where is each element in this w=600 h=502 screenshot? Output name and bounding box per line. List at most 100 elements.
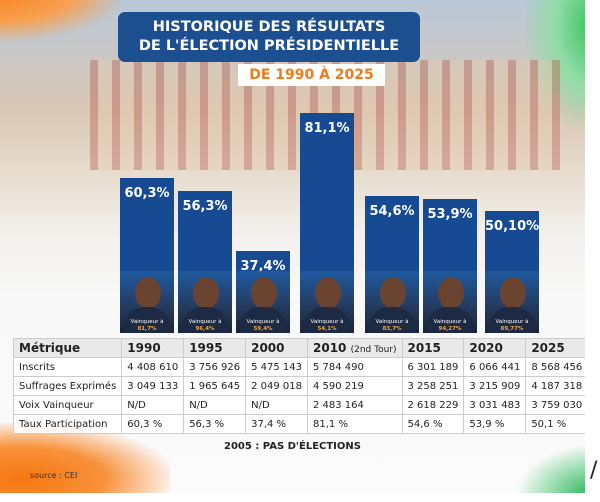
stray-character: / <box>590 458 598 483</box>
bar-value-label: 81,1% <box>304 120 350 136</box>
table-cell: 4 187 318 <box>525 376 585 396</box>
header-year: 2010 <box>313 341 347 355</box>
table-cell: 4 408 610 <box>121 357 185 377</box>
bar-1995: 56,3% Vainqueur à 96,4% <box>178 191 232 333</box>
table-cell: N/D <box>245 395 308 415</box>
candidate-photo: Vainqueur à 54,1% <box>300 271 354 333</box>
table-cell: 3 215 909 <box>463 376 527 396</box>
candidate-head <box>500 277 526 309</box>
bar-value-label: 56,3% <box>182 199 228 215</box>
title-box: HISTORIQUE DES RÉSULTATS DE L'ÉLECTION P… <box>118 12 420 62</box>
title-line-1: HISTORIQUE DES RÉSULTATS <box>152 19 386 35</box>
bar-2015: 54,6% Vainqueur à 83,7% <box>365 196 419 333</box>
table-cell: 8 568 456 <box>525 357 585 377</box>
table-cell: 81,1 % <box>307 414 403 434</box>
header-cell: Métrique <box>12 338 123 358</box>
bar-2000: 37,4% Vainqueur à 59,4% <box>236 250 290 333</box>
table-cell: 5 784 490 <box>307 357 403 377</box>
winner-label: Vainqueur à <box>433 319 467 325</box>
bar-value-label: 53,9% <box>427 206 473 222</box>
table-row: Taux Participation 60,3 % 56,3 % 37,4 % 81,1… <box>12 414 585 434</box>
winner-pct: 89,77% <box>500 326 524 332</box>
table-row: Inscrits 4 408 610 3 756 926 5 475 143 5 784… <box>12 357 585 377</box>
winner-pct: 94,27% <box>438 326 462 332</box>
candidate-head <box>251 277 277 309</box>
candidate-head <box>315 277 341 309</box>
table-cell: 3 049 133 <box>121 376 185 396</box>
header-cell: 1995 <box>183 338 247 358</box>
candidate-photo: Vainqueur à 94,27% <box>423 271 477 333</box>
table-cell: 3 031 483 <box>463 395 527 415</box>
table-cell: 50,1 % <box>525 414 585 434</box>
orange-accent <box>0 0 120 40</box>
winner-pct: 54,1% <box>317 326 337 332</box>
bar-2025: 50,10% Vainqueur à 89,77% <box>485 210 540 333</box>
candidate-head <box>438 277 464 309</box>
header-cell: 2015 <box>401 338 465 358</box>
bar-1990: 60,3% Vainqueur à 81,7% <box>120 178 174 333</box>
results-table: Métrique 1990 1995 2000 2010 (2nd Tour) … <box>12 338 585 434</box>
candidate-body <box>369 307 415 333</box>
bar-value-label: 37,4% <box>240 258 286 274</box>
candidate-head <box>135 277 161 309</box>
candidate-head <box>193 277 219 309</box>
table-cell: 53,9 % <box>463 414 527 434</box>
candidate-body <box>182 307 228 333</box>
winner-pct: 59,4% <box>253 326 273 332</box>
no-election-note: 2005 : PAS D'ÉLECTIONS <box>224 441 361 452</box>
table-cell: N/D <box>121 395 185 415</box>
table-row: Voix Vainqueur N/D N/D N/D 2 483 164 2 618 22… <box>12 395 585 415</box>
bar-value-label: 50,10% <box>485 218 540 234</box>
candidate-photo: Vainqueur à 83,7% <box>365 271 419 333</box>
table-cell: 54,6 % <box>401 414 465 434</box>
winner-pct: 81,7% <box>137 326 157 332</box>
table-header-row: Métrique 1990 1995 2000 2010 (2nd Tour) … <box>12 338 585 358</box>
candidate-photo: Vainqueur à 96,4% <box>178 271 232 333</box>
candidate-body <box>124 307 170 333</box>
green-accent-bottom <box>515 443 585 493</box>
bar-2020: 53,9% Vainqueur à 94,27% <box>423 198 477 333</box>
table-cell: 2 483 164 <box>307 395 403 415</box>
winner-label: Vainqueur à <box>130 319 164 325</box>
winner-label: Vainqueur à <box>375 319 409 325</box>
candidate-body <box>240 307 286 333</box>
table-cell: 5 475 143 <box>245 357 308 377</box>
orange-accent-bottom <box>0 423 170 493</box>
candidate-photo: Vainqueur à 81,7% <box>120 271 174 333</box>
table-cell: 2 049 018 <box>245 376 308 396</box>
table-cell: 4 590 219 <box>307 376 403 396</box>
source-label: source : CEI <box>30 471 78 480</box>
candidate-head <box>380 277 406 309</box>
subtitle: DE 1990 À 2025 <box>238 64 385 86</box>
bar-value-label: 60,3% <box>124 186 170 202</box>
winner-label: Vainqueur à <box>310 319 344 325</box>
row-label: Voix Vainqueur <box>12 395 123 415</box>
winner-label: Vainqueur à <box>246 319 280 325</box>
candidate-body <box>489 307 535 333</box>
row-label: Inscrits <box>12 357 123 377</box>
table-cell: 3 759 030 <box>525 395 585 415</box>
winner-label: Vainqueur à <box>495 319 529 325</box>
table-row: Suffrages Exprimés 3 049 133 1 965 645 2 04… <box>12 376 585 396</box>
table-cell: 2 618 229 <box>401 395 465 415</box>
bar-2010: 81,1% Vainqueur à 54,1% <box>300 112 354 333</box>
table-cell: 60,3 % <box>121 414 185 434</box>
header-cell: 2000 <box>245 338 308 358</box>
candidate-photo: Vainqueur à 59,4% <box>236 271 290 333</box>
winner-label: Vainqueur à <box>188 319 222 325</box>
candidate-body <box>304 307 350 333</box>
header-cell: 2010 (2nd Tour) <box>307 338 403 358</box>
table-cell: 56,3 % <box>183 414 247 434</box>
header-note: (2nd Tour) <box>350 345 397 355</box>
header-cell: 1990 <box>121 338 185 358</box>
winner-pct: 96,4% <box>195 326 215 332</box>
row-label: Suffrages Exprimés <box>12 376 123 396</box>
header-cell: 2025 <box>525 338 585 358</box>
bar-value-label: 54,6% <box>369 204 415 220</box>
green-accent <box>525 0 585 130</box>
table-cell: 1 965 645 <box>183 376 247 396</box>
infographic: HISTORIQUE DES RÉSULTATS DE L'ÉLECTION P… <box>0 0 585 493</box>
table-cell: 3 756 926 <box>183 357 247 377</box>
table-cell: 6 301 189 <box>401 357 465 377</box>
candidate-body <box>427 307 473 333</box>
